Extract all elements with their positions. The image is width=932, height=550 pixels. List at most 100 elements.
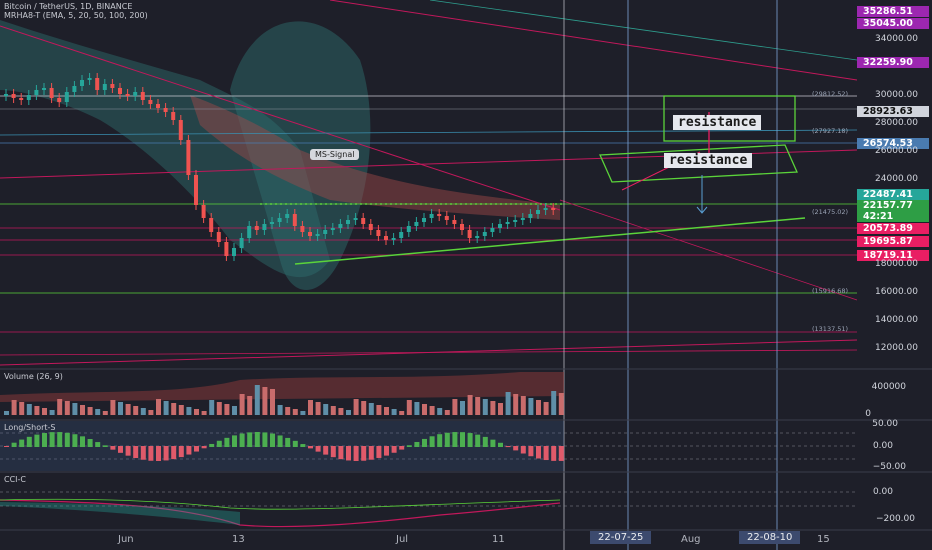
ls-bar	[64, 432, 70, 447]
volume-bar	[414, 402, 420, 415]
candle	[57, 98, 62, 102]
volume-bar	[551, 391, 557, 415]
candle	[399, 232, 404, 238]
volume-bar	[262, 387, 268, 415]
volume-bar	[300, 411, 306, 415]
volume-bar	[110, 400, 116, 415]
candle	[19, 98, 24, 100]
volume-bar	[64, 401, 70, 415]
ls-axis-label: 0.00	[872, 441, 893, 451]
volume-bar	[171, 403, 177, 415]
ls-bar	[490, 439, 496, 447]
candle	[87, 78, 92, 80]
ls-bar	[308, 446, 313, 449]
ls-bar	[42, 433, 47, 447]
ls-bar	[148, 446, 154, 461]
candle	[49, 88, 54, 98]
volume-bar	[490, 401, 496, 415]
price-axis-label: 26000.00	[875, 146, 918, 156]
symbol-title: Bitcoin / TetherUS, 1D, BINANCE	[4, 2, 133, 11]
candle	[80, 80, 84, 86]
volume-bar	[536, 400, 541, 415]
candle	[34, 90, 39, 95]
candle	[498, 224, 502, 228]
resistance-label-top[interactable]: resistance	[673, 115, 762, 130]
ls-bar	[528, 446, 534, 457]
volume-bar	[247, 396, 253, 415]
price-tag: 26574.53	[857, 138, 929, 149]
cci-pane-label: CCI-C	[4, 475, 27, 484]
candle	[308, 232, 312, 236]
candle	[232, 248, 236, 256]
candle	[270, 222, 274, 224]
price-axis-label: 18000.00	[875, 259, 918, 269]
candle	[156, 104, 160, 108]
ls-bar	[558, 446, 564, 461]
volume-bar	[292, 409, 298, 415]
ls-bar	[224, 437, 230, 447]
candle	[429, 214, 434, 218]
ls-bar	[346, 446, 351, 461]
ls-bar	[482, 436, 488, 447]
volume-bar	[201, 411, 207, 415]
ls-bar	[125, 446, 131, 456]
candle	[505, 222, 510, 224]
volume-bar	[361, 401, 367, 415]
x-axis-date-box: 22-08-10	[739, 531, 801, 544]
candle	[406, 226, 411, 232]
ls-bar	[460, 432, 465, 447]
candle	[95, 78, 100, 90]
ls-bar	[247, 432, 253, 447]
candle	[277, 218, 282, 222]
candle	[368, 224, 373, 230]
volume-bar	[368, 403, 374, 415]
ms-signal-label[interactable]: MS-Signal	[310, 149, 360, 160]
candle	[323, 230, 328, 234]
ls-bar	[520, 446, 526, 454]
ls-axis-label: 50.00	[872, 419, 898, 429]
volume-bar	[444, 410, 450, 415]
ls-bar	[437, 434, 443, 447]
volume-bar	[467, 395, 473, 415]
ls-bar	[513, 446, 519, 451]
candle	[391, 238, 396, 240]
ls-bar	[270, 433, 275, 447]
volume-bar	[254, 385, 260, 415]
price-axis-label: 30000.00	[875, 90, 918, 100]
ls-bar	[368, 446, 374, 460]
ls-bar	[361, 446, 367, 461]
candle	[201, 205, 206, 218]
ls-bar	[300, 444, 306, 447]
level-label: (13137.51)	[812, 325, 849, 333]
ls-bar	[95, 442, 101, 447]
volume-axis-label: 0	[865, 409, 871, 419]
price-axis-label: 24000.00	[875, 174, 918, 184]
ls-bar	[26, 436, 32, 447]
price-tag: 35045.00	[857, 18, 929, 29]
ls-bar	[551, 446, 557, 461]
volume-bar	[102, 411, 108, 415]
longshort-pane-label: Long/Short-S	[4, 423, 56, 432]
resistance-label-mid[interactable]: resistance	[664, 153, 753, 168]
volume-bar	[460, 401, 465, 415]
ls-bar	[232, 435, 237, 447]
ls-bar	[209, 443, 215, 447]
volume-bar	[148, 410, 154, 415]
candle	[26, 95, 31, 100]
volume-axis-label: 400000	[871, 382, 906, 392]
x-axis-label: Aug	[681, 534, 701, 545]
ls-bar	[110, 446, 116, 450]
ls-bar	[171, 446, 177, 460]
candle	[315, 234, 320, 236]
ls-bar	[239, 433, 245, 447]
candle	[11, 94, 16, 98]
volume-bar	[330, 406, 336, 415]
volume-bar	[520, 396, 526, 415]
volume-bar	[239, 394, 245, 415]
candle	[536, 210, 540, 214]
candle	[437, 214, 442, 216]
candle	[247, 226, 252, 238]
x-axis-label: Jun	[118, 534, 134, 545]
volume-bar	[11, 400, 17, 415]
